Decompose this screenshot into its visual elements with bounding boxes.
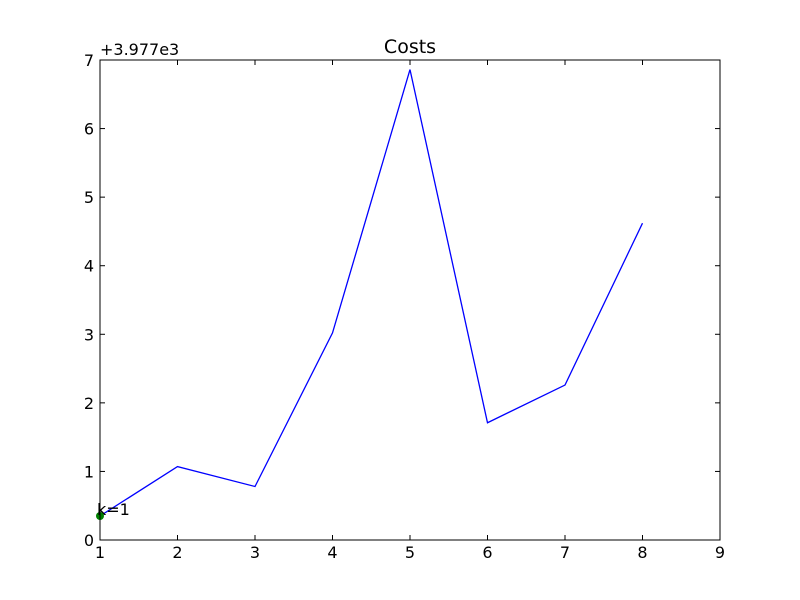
y-offset-label: +3.977e3 xyxy=(100,40,179,59)
x-tick-label: 3 xyxy=(250,543,260,562)
y-tick-label: 0 xyxy=(84,531,94,550)
x-tick-label: 1 xyxy=(95,543,105,562)
y-tick-label: 5 xyxy=(84,188,94,207)
x-tick-label: 5 xyxy=(405,543,415,562)
x-tick-label: 9 xyxy=(715,543,725,562)
y-tick-label: 2 xyxy=(84,394,94,413)
y-tick-label: 7 xyxy=(84,51,94,70)
y-tick-label: 3 xyxy=(84,325,94,344)
x-tick-label: 8 xyxy=(637,543,647,562)
plot-area xyxy=(100,60,720,540)
x-tick-label: 7 xyxy=(560,543,570,562)
chart-title: Costs xyxy=(384,36,436,58)
plot-frame xyxy=(99,59,721,541)
y-tick-label: 6 xyxy=(84,120,94,139)
series-line xyxy=(99,69,644,517)
y-tick-label: 4 xyxy=(84,257,94,276)
x-tick-label: 4 xyxy=(327,543,337,562)
x-tick-label: 6 xyxy=(482,543,492,562)
x-tick-label: 2 xyxy=(172,543,182,562)
annotation-label: k=1 xyxy=(97,500,130,519)
y-tick-label: 1 xyxy=(84,462,94,481)
